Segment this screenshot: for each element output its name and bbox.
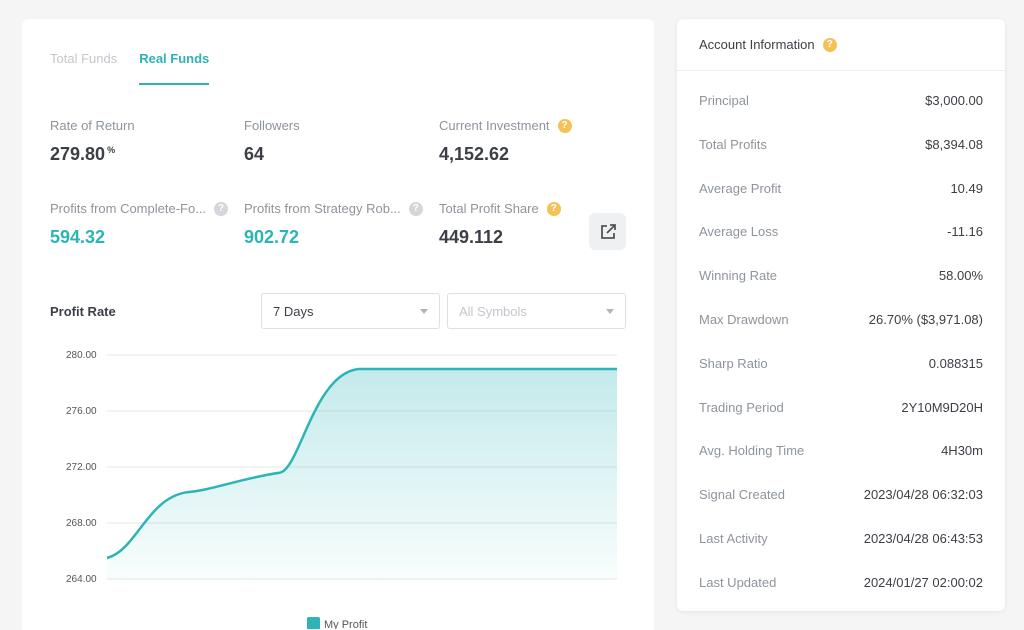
profit-rate-chart: 280.00 276.00 272.00 268.00 264.00 My Profit: [66, 350, 617, 629]
profits-complete-label: Profits from Complete-Fo...: [50, 201, 207, 216]
account-row-value: $8,394.08: [925, 136, 983, 152]
account-row-label: Average Loss: [699, 224, 779, 240]
account-row-value: 2023/04/28 06:32:03: [863, 487, 983, 503]
series-line: [106, 367, 617, 560]
period-select[interactable]: 7 Days: [261, 293, 440, 329]
account-row-label: Trading Period: [699, 399, 784, 415]
account-row-value: 58.00%: [938, 268, 983, 284]
stat-value: 594.32: [50, 227, 106, 247]
rate-of-return-value: 279.80: [50, 144, 106, 164]
stat-profits-complete: Profits from Complete-Fo...? 594.32: [50, 201, 229, 248]
account-row-label: Signal Created: [699, 487, 785, 503]
stat-label: Followers: [244, 118, 300, 133]
stat-total-profit-share: Total Profit Share? 449.112: [439, 201, 561, 248]
percent-unit: %: [107, 145, 116, 155]
account-row: Signal Created 2023/04/28 06:32:03: [699, 487, 983, 502]
stat-value: 4,152.62: [439, 144, 510, 164]
help-icon[interactable]: ?: [214, 201, 229, 216]
account-row-value: 0.088315: [928, 355, 983, 371]
legend-swatch: [307, 617, 320, 629]
stat-label: Rate of Return: [50, 118, 135, 133]
account-row: Trading Period 2Y10M9D20H: [699, 400, 983, 415]
help-icon[interactable]: ?: [822, 37, 837, 52]
stat-rate-of-return: Rate of Return 279.80%: [50, 118, 135, 165]
account-header: Account Information ?: [677, 19, 1005, 71]
external-link-icon: [600, 223, 616, 239]
symbols-select[interactable]: All Symbols: [447, 293, 626, 329]
y-tick-label: 264.00: [66, 574, 97, 585]
account-row: Average Profit 10.49: [699, 181, 983, 196]
legend-label: My Profit: [324, 619, 367, 629]
help-icon[interactable]: ?: [557, 118, 572, 133]
account-title: Account Information: [699, 37, 815, 52]
stat-label: Profits from Strategy Rob...?: [244, 201, 423, 216]
y-tick-label: 276.00: [66, 406, 97, 417]
account-row-label: Total Profits: [699, 136, 767, 152]
stat-label: Profits from Complete-Fo...?: [50, 201, 229, 216]
chevron-down-icon: [606, 308, 614, 314]
stat-label: Current Investment?: [439, 118, 572, 133]
account-row-value: 10.49: [950, 180, 983, 196]
current-investment-label: Current Investment: [439, 118, 550, 133]
account-row: Avg. Holding Time 4H30m: [699, 443, 983, 458]
account-row-value: 2Y10M9D20H: [901, 399, 983, 415]
account-row-value: 2024/01/27 02:00:02: [863, 574, 983, 590]
total-profit-share-label: Total Profit Share: [439, 201, 539, 216]
stat-followers: Followers 64: [244, 118, 300, 165]
stat-label: Total Profit Share?: [439, 201, 561, 216]
external-link-button[interactable]: [589, 213, 626, 250]
account-row: Average Loss -11.16: [699, 224, 983, 239]
help-icon[interactable]: ?: [408, 201, 423, 216]
stat-value: 279.80%: [50, 144, 135, 165]
stat-value: 449.112: [439, 227, 504, 247]
account-row-label: Winning Rate: [699, 268, 778, 284]
profits-strategy-label: Profits from Strategy Rob...: [244, 201, 401, 216]
stat-value: 64: [244, 144, 265, 164]
account-row-label: Principal: [699, 93, 749, 108]
tab-real-funds[interactable]: Real Funds: [139, 49, 210, 85]
account-information-card: Account Information ? Principal $3,000.00…: [677, 19, 1005, 611]
account-row: Total Profits $8,394.08: [699, 137, 983, 152]
account-row-label: Last Activity: [699, 531, 768, 546]
account-row-value: 26.70% ($3,971.08): [868, 312, 983, 327]
account-row-value: 2023/04/28 06:43:53: [863, 531, 983, 546]
account-row-label: Sharp Ratio: [699, 355, 768, 371]
account-row-label: Last Updated: [699, 574, 777, 590]
stat-value: 902.72: [244, 227, 300, 247]
period-select-value: 7 Days: [273, 303, 314, 319]
chevron-down-icon: [420, 308, 428, 314]
account-row: Principal $3,000.00: [699, 93, 983, 108]
account-row: Sharp Ratio 0.088315: [699, 356, 983, 371]
y-tick-label: 280.00: [66, 350, 97, 361]
account-row-label: Avg. Holding Time: [699, 443, 805, 459]
stats-card: Total Funds Real Funds Rate of Return 27…: [22, 19, 654, 630]
stat-current-investment: Current Investment? 4,152.62: [439, 118, 572, 165]
account-row-value: -11.16: [947, 224, 983, 240]
account-row-label: Max Drawdown: [699, 312, 789, 327]
y-tick-label: 272.00: [66, 462, 97, 473]
account-row-value: $3,000.00: [925, 93, 983, 108]
account-row: Last Activity 2023/04/28 06:43:53: [699, 531, 983, 546]
tab-total-funds[interactable]: Total Funds: [50, 51, 118, 66]
symbols-select-value: All Symbols: [459, 303, 527, 319]
y-tick-label: 268.00: [66, 518, 97, 529]
help-icon[interactable]: ?: [546, 201, 561, 216]
chart-title: Profit Rate: [50, 304, 116, 319]
series-area: [107, 369, 617, 579]
account-row-label: Average Profit: [699, 180, 782, 196]
account-row-value: 4H30m: [941, 443, 983, 459]
account-row: Last Updated 2024/01/27 02:00:02: [699, 575, 983, 590]
funds-tabs: Total Funds Real Funds: [50, 49, 231, 85]
stat-profits-strategy: Profits from Strategy Rob...? 902.72: [244, 201, 423, 248]
account-row: Max Drawdown 26.70% ($3,971.08): [699, 312, 983, 327]
account-row: Winning Rate 58.00%: [699, 268, 983, 283]
